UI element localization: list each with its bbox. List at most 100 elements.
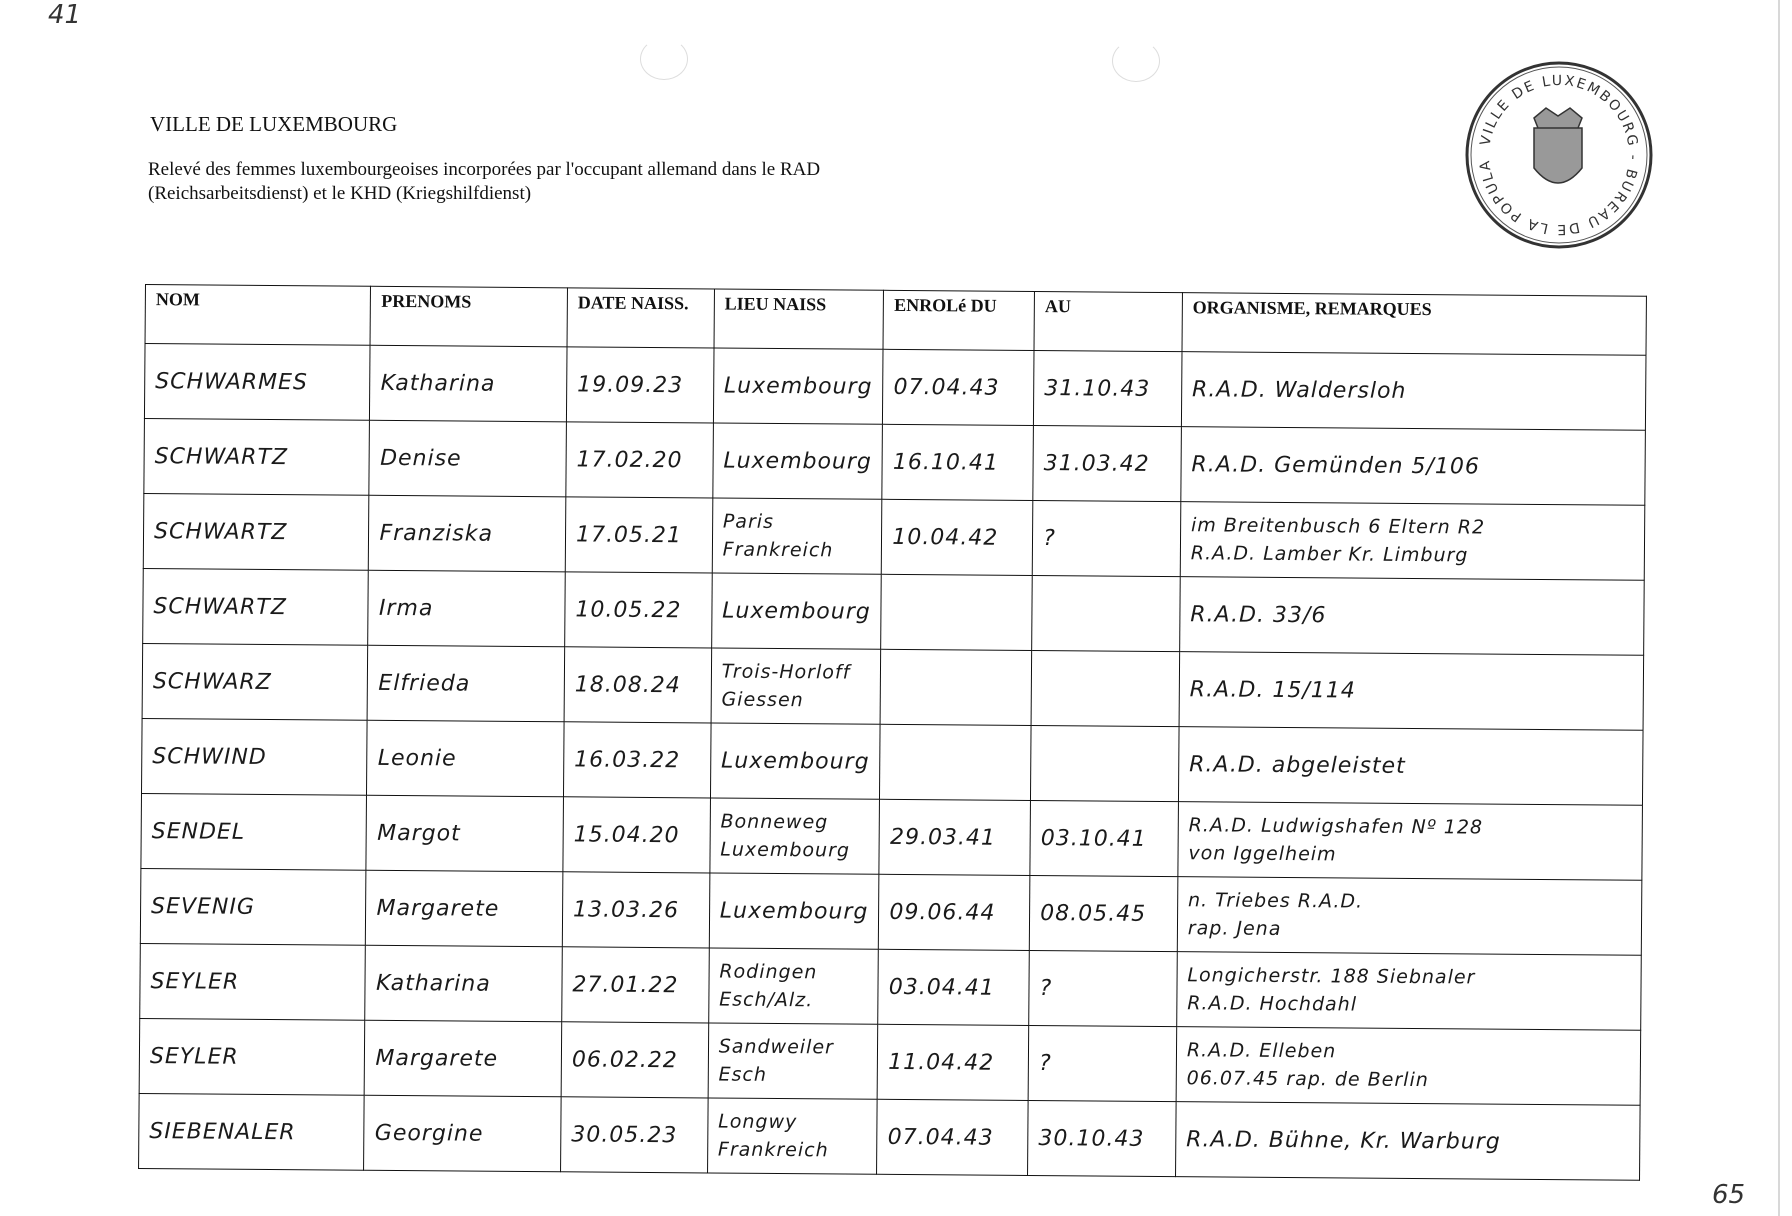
cell-remarques: Longicherstr. 188 Siebnaler R.A.D. Hochda… (1176, 951, 1642, 1031)
table-row: SCHWIND Leonie 16.03.22 Luxembourg R.A.D. ab… (141, 718, 1644, 806)
cell-enrole-du: 16.10.41 (882, 424, 1034, 501)
cell-date-naiss: 18.08.24 (564, 646, 712, 723)
cell-nom: SEVENIG (140, 868, 367, 946)
cell-remarques-line: 06.07.45 rap. de Berlin (1186, 1067, 1429, 1092)
punch-hole (640, 38, 688, 80)
cell-lieu-naiss-line: Trois-Horloff (721, 660, 851, 684)
cell-enrole-du: 03.04.41 (878, 949, 1030, 1026)
cell-lieu-naiss-line: Sandweiler (718, 1035, 834, 1059)
cell-enrole-du (880, 649, 1032, 726)
cell-lieu-naiss-line: Frankreich (717, 1138, 829, 1162)
cell-date-naiss: 16.03.22 (563, 721, 711, 798)
column-header: PRENOMS (370, 286, 568, 347)
cell-remarques: n. Triebes R.A.D. rap. Jena (1177, 876, 1642, 956)
column-header: LIEU NAISS (713, 288, 884, 350)
document-subtitle: Relevé des femmes luxembourgeoises incor… (148, 159, 821, 204)
cell-nom: SIEBENALER (138, 1093, 365, 1171)
cell-lieu-naiss-line: Esch/Alz. (719, 988, 814, 1012)
cell-au: 08.05.45 (1029, 875, 1178, 952)
cell-nom: SENDEL (140, 793, 367, 871)
cell-au: 30.10.43 (1027, 1100, 1176, 1177)
cell-lieu-naiss-line: Frankreich (722, 538, 834, 562)
table-row: SCHWARTZ Franziska 17.05.21 Paris Frankreich… (143, 493, 1645, 581)
cell-date-naiss: 13.03.26 (562, 871, 710, 948)
cell-au: ? (1032, 500, 1181, 577)
cell-lieu-naiss-line: Giessen (721, 688, 804, 712)
column-header: AU (1034, 291, 1183, 352)
table-row: SEYLER Katharina 27.01.22 Rodingen Esch/Alz.… (139, 943, 1642, 1031)
cell-lieu-naiss-line: Esch (718, 1063, 768, 1086)
cell-au: ? (1028, 1025, 1177, 1102)
cell-prenoms: Katharina (369, 345, 567, 422)
cell-enrole-du: 10.04.42 (881, 499, 1033, 576)
cell-nom: SCHWARMES (144, 343, 371, 421)
cell-remarques: R.A.D. Bühne, Kr. Warburg (1175, 1101, 1641, 1181)
cell-lieu-naiss: Paris Frankreich (711, 497, 883, 575)
table-row: SCHWARTZ Denise 17.02.20 Luxembourg 16.10.41… (143, 418, 1646, 506)
cell-lieu-naiss: Sandweiler Esch (707, 1022, 879, 1100)
cell-remarques-line: R.A.D. 33/6 (1190, 601, 1327, 628)
punch-hole (1112, 40, 1160, 82)
column-header: DATE NAISS. (566, 287, 715, 348)
cell-enrole-du: 09.06.44 (878, 874, 1030, 951)
cell-nom: SEYLER (139, 943, 366, 1021)
cell-remarques: im Breitenbusch 6 Eltern R2 R.A.D. Lamber… (1180, 501, 1645, 581)
table-row: SCHWARTZ Irma 10.05.22 Luxembourg R.A.D. 33/… (142, 568, 1645, 656)
cell-prenoms: Elfrieda (367, 645, 565, 722)
cell-lieu-naiss: Bonneweg Luxembourg (709, 797, 880, 875)
cell-enrole-du: 07.04.43 (882, 349, 1035, 426)
page-number-top: 41 (48, 0, 82, 30)
cell-remarques-line: R.A.D. Hochdahl (1187, 992, 1358, 1016)
cell-remarques-line: n. Triebes R.A.D. (1187, 889, 1364, 913)
page-edge (1778, 0, 1780, 1216)
column-header: ENROLé DU (883, 290, 1035, 351)
cell-remarques-line: von Iggelheim (1188, 842, 1337, 866)
cell-lieu-naiss-line: Luxembourg (719, 898, 869, 925)
column-header: ORGANISME, REMARQUES (1181, 292, 1647, 356)
cell-remarques-line: R.A.D. Elleben (1186, 1039, 1337, 1063)
cell-date-naiss: 19.09.23 (566, 346, 714, 423)
column-header: NOM (145, 284, 371, 346)
cell-lieu-naiss-line: Paris (722, 510, 775, 533)
cell-prenoms: Leonie (366, 720, 565, 797)
cell-enrole-du: 11.04.42 (877, 1024, 1029, 1101)
cell-lieu-naiss: Rodingen Esch/Alz. (708, 947, 879, 1025)
cell-remarques-line: R.A.D. 15/114 (1189, 676, 1356, 704)
cell-lieu-naiss-line: Luxembourg (723, 373, 873, 400)
cell-remarques-line: R.A.D. Ludwigshafen Nº 128 (1188, 814, 1484, 839)
cell-date-naiss: 15.04.20 (562, 796, 711, 873)
table-row: SEVENIG Margarete 13.03.26 Luxembourg 09.06.… (140, 868, 1642, 956)
cell-prenoms: Margarete (365, 870, 563, 947)
cell-lieu-naiss: Luxembourg (713, 347, 884, 425)
cell-nom: SCHWIND (141, 718, 368, 796)
cell-date-naiss: 17.02.20 (565, 421, 714, 498)
cell-nom: SCHWARTZ (143, 493, 370, 571)
cell-date-naiss: 06.02.22 (561, 1021, 709, 1098)
table-row: SEYLER Margarete 06.02.22 Sandweiler Esch 11.… (139, 1018, 1641, 1106)
cell-enrole-du (879, 724, 1032, 801)
cell-au: 03.10.41 (1029, 800, 1179, 877)
cell-prenoms: Margot (366, 795, 564, 872)
cell-date-naiss: 30.05.23 (560, 1096, 708, 1173)
cell-enrole-du (880, 574, 1033, 651)
cell-remarques-line: Longicherstr. 188 Siebnaler (1187, 964, 1476, 989)
cell-lieu-naiss: Trois-Horloff Giessen (710, 647, 881, 725)
cell-lieu-naiss-line: Rodingen (719, 960, 818, 984)
stamp-seal: VILLE DE LUXEMBOURG - BUREAU DE LA POPUL… (1462, 58, 1653, 249)
cell-prenoms: Denise (369, 420, 567, 497)
cell-prenoms: Franziska (368, 495, 566, 572)
cell-lieu-naiss-line: Luxembourg (720, 838, 851, 862)
cell-lieu-naiss-line: Luxembourg (723, 448, 873, 475)
table-row: SCHWARMES Katharina 19.09.23 Luxembourg 07.0… (144, 343, 1646, 431)
cell-remarques: R.A.D. Gemünden 5/106 (1180, 426, 1646, 506)
cell-lieu-naiss: Luxembourg (710, 722, 881, 800)
cell-remarques-line: rap. Jena (1187, 917, 1282, 940)
cell-remarques-line: R.A.D. Lamber Kr. Limburg (1190, 542, 1469, 567)
cell-au: ? (1028, 950, 1178, 1027)
cell-remarques: R.A.D. Waldersloh (1181, 351, 1646, 431)
cell-au (1030, 725, 1179, 802)
table-row: SCHWARZ Elfrieda 18.08.24 Trois-Horloff Gies… (142, 643, 1644, 731)
cell-enrole-du: 07.04.43 (876, 1099, 1029, 1176)
cell-au: 31.03.42 (1032, 425, 1182, 502)
cell-nom: SCHWARTZ (142, 568, 369, 646)
